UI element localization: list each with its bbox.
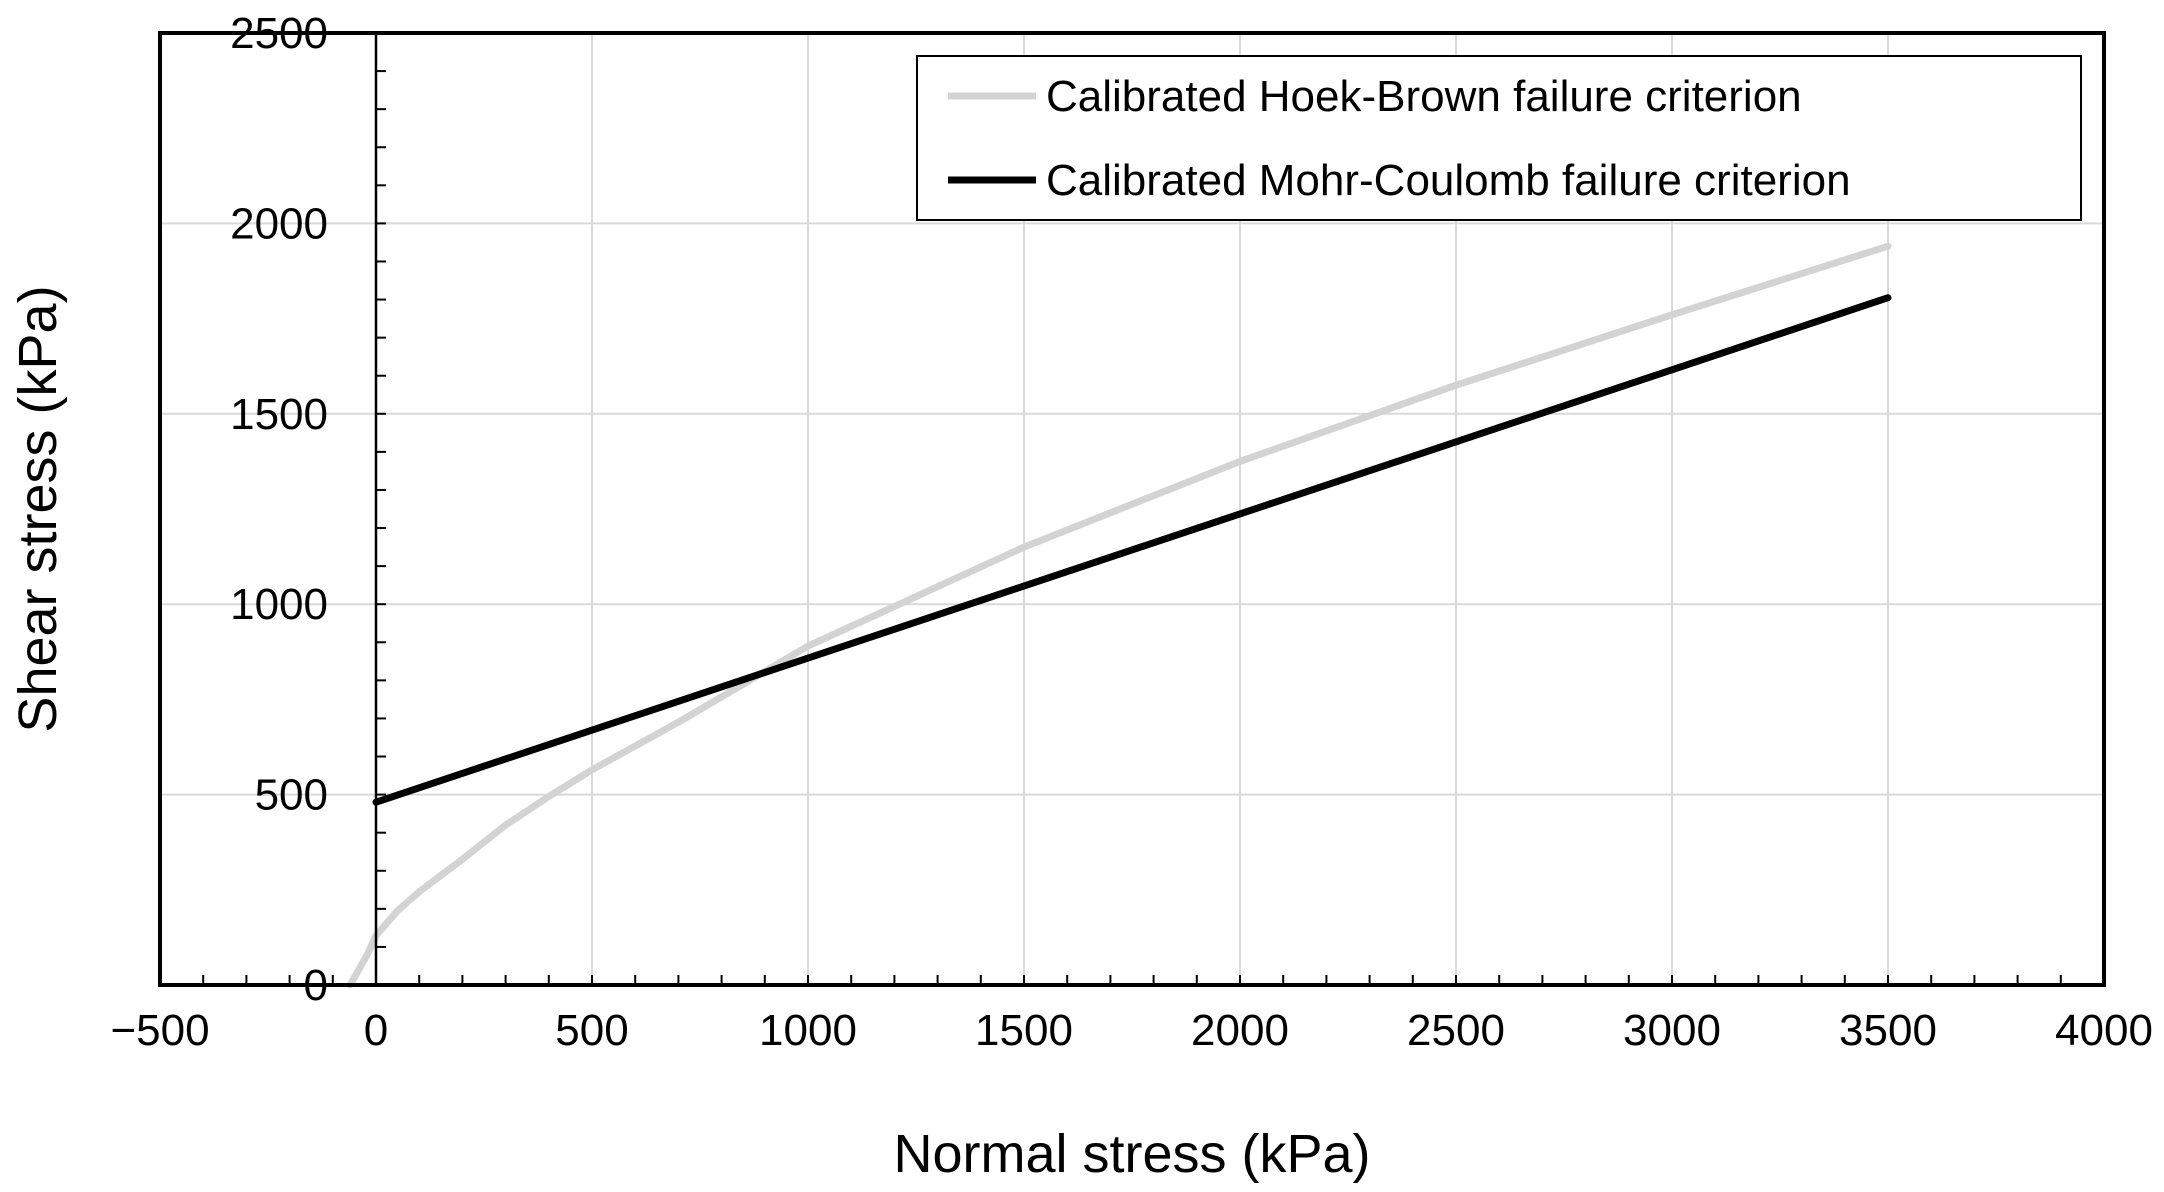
x-tick-label: 500 [555,1006,628,1055]
x-tick-label: 2500 [1407,1006,1505,1055]
series-line-0 [346,242,1892,989]
series-lines [346,242,1892,989]
x-tick-label: 3500 [1839,1006,1937,1055]
legend-label-mohr-coulomb: Calibrated Mohr-Coulomb failure criterio… [1046,156,1851,205]
x-tick-label: 0 [364,1006,388,1055]
y-tick-label: 1000 [230,580,328,629]
y-axis-title: Shear stress (kPa) [8,285,68,732]
x-tick-label: 3000 [1623,1006,1721,1055]
legend-box [916,55,2082,221]
y-tick-label: 2000 [230,199,328,248]
x-tick-label: 2000 [1191,1006,1289,1055]
legend: Calibrated Hoek-Brown failure criterion … [916,55,2082,221]
x-tick-label: −500 [110,1006,209,1055]
x-tick-label: 1500 [975,1006,1073,1055]
legend-label-hoek-brown: Calibrated Hoek-Brown failure criterion [1046,72,1802,121]
x-tick-label: 1000 [759,1006,857,1055]
y-tick-label: 0 [304,961,328,1010]
y-tick-label: 2500 [230,9,328,58]
x-axis-title: Normal stress (kPa) [893,1124,1370,1184]
x-tick-label: 4000 [2055,1006,2153,1055]
y-tick-label: 500 [255,771,328,820]
tick-labels: −500 0 500 1000 1500 2000 2500 3000 3500 4000 0 500… [110,9,2153,1055]
plot-frame [158,31,2106,987]
y-tick-label: 1500 [230,390,328,439]
series-line-1 [372,294,1892,806]
